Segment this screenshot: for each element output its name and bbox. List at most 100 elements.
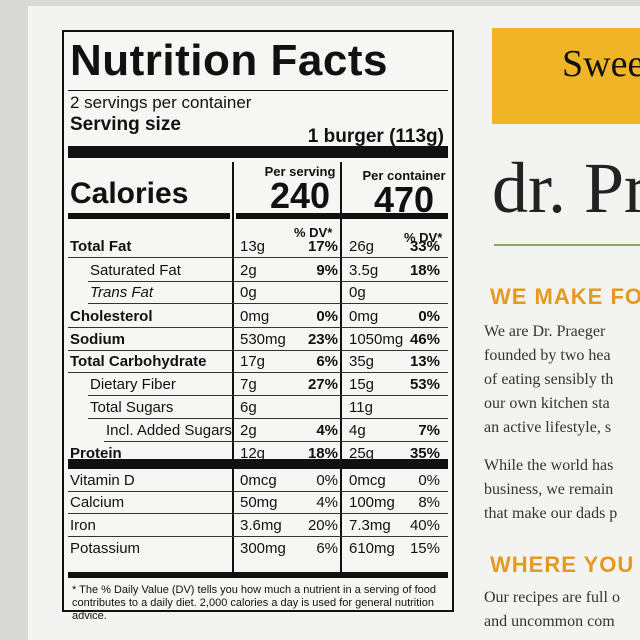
nutrient-row: Cholesterol 0mg 0% 0mg 0% [68,305,448,328]
nutrient-label: Protein [70,445,122,462]
serving-size-label: Serving size [70,114,181,135]
product-banner: Swee [492,28,640,124]
serving-daily-value: 0% [316,308,338,325]
nutrient-label: Cholesterol [70,308,153,325]
row-divider [88,281,448,282]
serving-amount: 0mcg [240,472,277,489]
serving-amount: 7g [240,376,257,393]
serving-size-value: 1 burger (113g) [307,126,444,147]
container-amount: 35g [349,353,375,370]
container-daily-value: 53% [409,376,440,393]
footnote-divider [68,572,448,578]
nutrient-label: Saturated Fat [90,262,181,279]
calories-per-container: 470 [373,179,435,220]
nutrient-label: Vitamin D [70,472,135,489]
container-amount: 4g [349,422,366,439]
serving-amount: 300mg [240,540,286,557]
body-text-line: founded by two hea [484,347,611,364]
container-daily-value: 33% [409,238,440,255]
serving-amount: 2g [240,262,257,279]
body-text-line: We are Dr. Praeger [484,323,606,340]
container-amount: 0g [349,284,366,301]
container-daily-value: 13% [409,353,440,370]
banner-text: Swee [562,43,640,85]
nutrient-row: Protein 12g 18% 25g 35% [68,442,448,465]
row-divider [68,536,448,537]
serving-amount: 50mg [240,494,278,511]
serving-daily-value: 23% [307,331,338,348]
serving-daily-value: 6% [316,540,338,557]
serving-daily-value: 6% [316,353,338,370]
nutrient-row: Dietary Fiber 7g 27% 15g 53% [68,373,448,396]
nutrient-row: Calcium 50mg 4% 100mg 8% [68,491,448,514]
row-divider [68,350,448,351]
container-amount: 610mg [349,540,395,557]
nutrient-row: Trans Fat 0g 0g [68,281,448,304]
serving-amount: 6g [240,399,257,416]
thick-divider [68,146,448,158]
container-amount: 0mg [349,308,379,325]
nutrition-facts-panel: Nutrition Facts 2 servings per container… [62,30,454,622]
nutrient-label: Dietary Fiber [90,376,176,393]
container-amount: 15g [349,376,375,393]
nutrient-label: Total Sugars [90,399,174,416]
container-amount: 0mcg [349,472,386,489]
serving-amount: 530mg [240,331,286,348]
brand-divider [494,244,640,246]
calories-divider-right [236,213,448,219]
nutrient-label: Sodium [70,331,125,348]
vitamins-divider [68,459,448,469]
serving-daily-value: 9% [316,262,338,279]
container-amount: 7.3mg [349,517,391,534]
container-daily-value: 7% [418,422,440,439]
nutrient-label: Trans Fat [90,284,154,301]
daily-value-footnote: * The % Daily Value (DV) tells you how m… [72,584,436,622]
calories-divider [68,213,230,219]
container-daily-value: 40% [409,517,440,534]
row-divider [104,441,448,442]
dv-header-container: % DV* [404,230,443,245]
body-text-line: our own kitchen sta [484,395,610,412]
body-text-line: an active lifestyle, s [484,419,612,436]
nutrient-row: Saturated Fat 2g 9% 3.5g 18% [68,259,448,282]
container-amount: 1050mg [349,331,404,348]
container-amount: 26g [349,238,375,255]
nutrient-row: Total Carbohydrate 17g 6% 35g 13% [68,350,448,373]
brand-logo: dr. Pr [492,148,640,228]
section-heading-where-you: WHERE YOU [490,552,635,577]
per-container-label: Per container [362,168,446,183]
serving-amount: 3.6mg [240,517,282,534]
serving-daily-value: 4% [316,494,338,511]
calories-label: Calories [70,177,189,210]
serving-amount: 0g [240,284,257,301]
serving-daily-value: 17% [307,238,338,255]
serving-amount: 2g [240,422,257,439]
row-divider [68,257,448,258]
container-daily-value: 0% [418,472,440,489]
body-text-line: that make our dads p [484,505,618,522]
nutrient-label: Potassium [70,540,141,557]
nutrient-row: Potassium 300mg 6% 610mg 15% [68,537,448,560]
container-daily-value: 0% [418,308,440,325]
serving-daily-value: 4% [316,422,338,439]
serving-daily-value: 27% [307,376,338,393]
nutrient-label: Total Fat [70,238,132,255]
column-separator [340,162,342,574]
container-daily-value: 35% [409,445,440,462]
panel-title: Nutrition Facts [70,36,388,85]
nutrient-row: Total Sugars 6g 11g [68,396,448,419]
serving-amount: 13g [240,238,266,255]
nutrient-label: Incl. Added Sugars [106,422,232,439]
container-amount: 3.5g [349,262,379,279]
serving-amount: 12g [240,445,266,462]
nutrient-row: Iron 3.6mg 20% 7.3mg 40% [68,514,448,537]
container-daily-value: 8% [418,494,440,511]
column-separator [232,162,234,574]
row-divider [68,491,448,492]
row-divider [88,303,448,304]
row-divider [68,372,448,373]
serving-daily-value: 18% [307,445,338,462]
container-amount: 11g [349,399,373,416]
row-divider [68,513,448,514]
body-text-line: of eating sensibly th [484,371,614,388]
